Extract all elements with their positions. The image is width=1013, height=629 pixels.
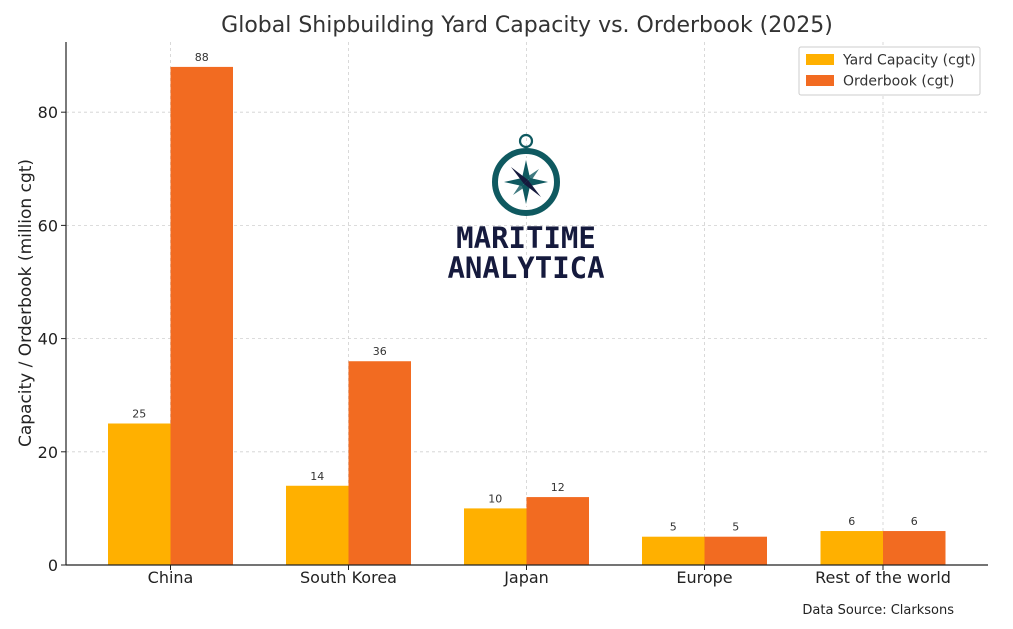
legend: Yard Capacity (cgt) Orderbook (cgt): [798, 46, 981, 96]
logo-line-2: ANALYTICA: [447, 251, 604, 285]
bar-china-capacity: [108, 423, 171, 565]
bar-south-korea-capacity: [286, 485, 349, 565]
y-axis-ticks: 0 20 40 60 80: [38, 103, 66, 575]
data-label: 10: [488, 492, 502, 505]
data-label: 25: [132, 407, 146, 420]
legend-label: Yard Capacity (cgt): [842, 53, 976, 69]
source-note: Data Source: Clarksons: [802, 603, 954, 618]
data-label: 36: [373, 345, 387, 358]
legend-label: Orderbook (cgt): [843, 74, 954, 90]
bar-south-korea-orderbook: [348, 361, 411, 565]
grid: [66, 42, 988, 565]
bar-china-orderbook: [170, 66, 233, 566]
bars: [108, 66, 946, 566]
data-label: 5: [732, 521, 739, 534]
bar-europe-orderbook: [704, 536, 767, 565]
bar-europe-capacity: [642, 536, 705, 565]
x-tick-label: South Korea: [300, 568, 397, 587]
legend-box: [798, 46, 981, 96]
x-tick-label: Japan: [503, 568, 549, 587]
legend-swatch: [806, 54, 834, 65]
y-tick-label: 80: [38, 103, 58, 122]
data-label: 6: [911, 515, 918, 528]
y-tick-label: 0: [48, 556, 58, 575]
data-label: 14: [310, 470, 324, 483]
bar-rest-of-the-world-orderbook: [883, 531, 946, 565]
logo-line-1: MARITIME: [456, 221, 596, 255]
data-label: 12: [551, 481, 565, 494]
watermark-logo: MARITIME ANALYTICA: [447, 133, 605, 285]
compass-icon: [492, 133, 560, 216]
data-label: 5: [670, 521, 677, 534]
bar-rest-of-the-world-capacity: [820, 531, 883, 565]
y-axis-label: Capacity / Orderbook (million cgt): [16, 159, 36, 447]
x-axis-ticks: China South Korea Japan Europe Rest of the w…: [148, 565, 951, 587]
x-tick-label: Europe: [676, 568, 732, 587]
legend-swatch: [806, 75, 834, 86]
y-tick-label: 40: [38, 330, 58, 349]
bar-japan-orderbook: [526, 497, 589, 565]
x-tick-label: Rest of the world: [815, 568, 951, 587]
data-label: 88: [195, 51, 209, 64]
data-labels: 25 14 10 5 6 88 36 12 5 6: [132, 51, 918, 534]
y-tick-label: 60: [38, 216, 58, 235]
data-label: 6: [848, 515, 855, 528]
bar-japan-capacity: [464, 508, 527, 565]
y-tick-label: 20: [38, 443, 58, 462]
x-tick-label: China: [148, 568, 194, 587]
chart-title: Global Shipbuilding Yard Capacity vs. Or…: [221, 13, 833, 38]
